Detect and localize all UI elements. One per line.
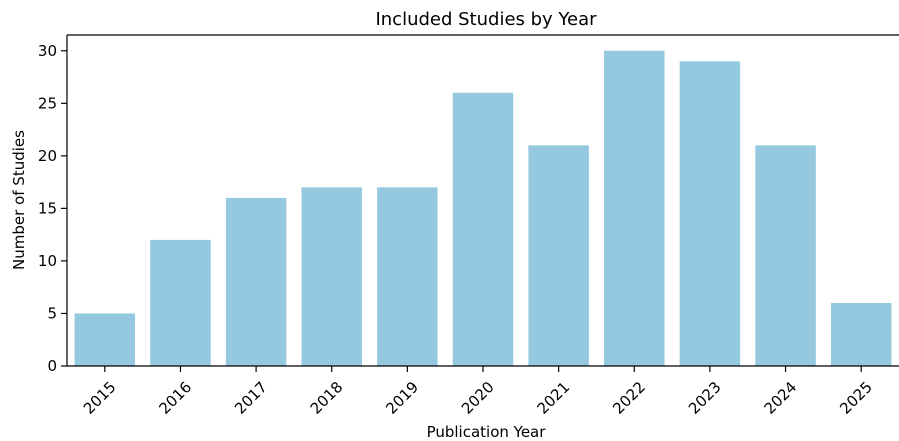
y-tick-label: 0: [47, 357, 57, 375]
x-tick-label-2017: 2017: [231, 378, 271, 418]
x-tick-label-2020: 2020: [458, 378, 498, 418]
chart-title: Included Studies by Year: [375, 9, 597, 30]
x-tick-label-2023: 2023: [685, 378, 725, 418]
bar-2015: [74, 313, 136, 366]
x-tick-label-2016: 2016: [155, 378, 195, 418]
bar-2017: [225, 197, 287, 366]
x-tick-label-2019: 2019: [382, 378, 422, 418]
y-tick-label: 30: [38, 42, 57, 60]
x-tick-label-2018: 2018: [307, 378, 347, 418]
y-tick-label: 25: [38, 94, 57, 112]
bar-2023: [679, 61, 741, 367]
x-axis-ticks: 2015 2016 2017 2018 2019 2020 2021 2022 2023 2024…: [80, 366, 876, 418]
y-axis-label: Number of Studies: [10, 130, 28, 270]
bar-2024: [755, 145, 816, 366]
bar-2016: [150, 239, 211, 366]
bar-2021: [528, 145, 589, 366]
x-tick-label-2022: 2022: [609, 378, 649, 418]
x-tick-label-2025: 2025: [836, 378, 876, 418]
y-tick-label: 10: [38, 252, 57, 270]
plot-area: [74, 50, 892, 367]
bar-2020: [452, 92, 514, 366]
x-tick-label-2015: 2015: [80, 378, 120, 418]
y-tick-label: 5: [47, 304, 57, 322]
x-tick-label-2021: 2021: [534, 378, 574, 418]
bar-2025: [830, 302, 892, 366]
bar-2018: [301, 187, 362, 366]
x-axis-label: Publication Year: [427, 423, 547, 441]
y-tick-label: 20: [38, 147, 57, 165]
y-tick-label: 15: [38, 199, 57, 217]
x-tick-label-2024: 2024: [761, 378, 801, 418]
bar-2022: [604, 50, 665, 366]
y-axis-ticks: 0 5 10 15 20 25 30: [38, 42, 67, 375]
bar-2019: [377, 187, 438, 366]
